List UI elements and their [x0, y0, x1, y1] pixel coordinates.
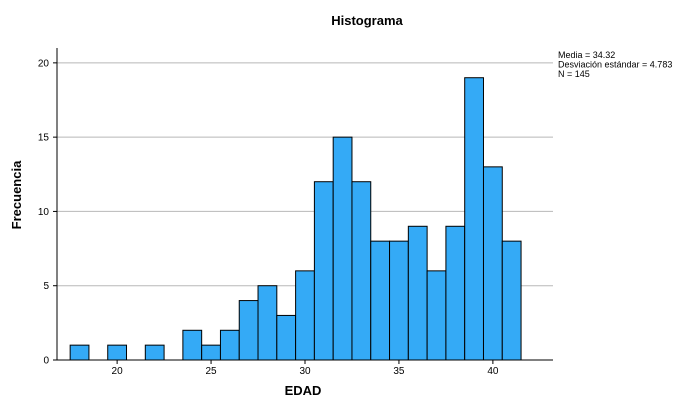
y-tick-label: 10: [38, 207, 50, 218]
y-axis-title: Frecuencia: [9, 160, 24, 229]
histogram-bar: [482, 166, 503, 361]
x-tick-label: 40: [487, 366, 499, 377]
histogram-bar: [445, 225, 466, 361]
histogram-bar: [257, 285, 278, 361]
histogram-bar: [426, 270, 447, 361]
histogram-bar: [407, 225, 428, 361]
x-tick-label: 30: [299, 366, 311, 377]
histogram-bar: [276, 314, 297, 361]
histogram-bar: [464, 77, 484, 361]
stats-line: Media = 34.32: [558, 50, 615, 60]
x-tick-label: 35: [393, 366, 405, 377]
histogram-bar: [238, 300, 259, 361]
x-tick-label: 20: [112, 366, 124, 377]
y-tick-label: 0: [43, 356, 49, 367]
histogram-bar: [332, 136, 353, 361]
stats-line: Desviación estándar = 4.783: [558, 60, 672, 70]
chart-title: Histograma: [331, 13, 403, 28]
x-tick-label: 25: [205, 366, 217, 377]
histogram-bar: [144, 344, 165, 361]
y-tick-label: 5: [43, 281, 49, 292]
histogram-bar: [201, 344, 221, 361]
histogram-bar: [313, 181, 334, 361]
x-axis-title: EDAD: [285, 383, 322, 398]
histogram-bar: [182, 329, 203, 361]
histogram-bar: [69, 344, 90, 361]
y-tick-label: 20: [38, 58, 50, 69]
histogram-bar: [351, 181, 372, 361]
histogram-bar: [501, 240, 522, 361]
stats-line: N = 145: [558, 69, 590, 79]
histogram-bar: [107, 344, 128, 361]
histogram-bar: [295, 270, 315, 361]
histogram-bar: [389, 240, 409, 361]
y-tick-label: 15: [38, 133, 50, 144]
histogram-bar: [370, 240, 391, 361]
histogram-bar: [219, 329, 240, 361]
